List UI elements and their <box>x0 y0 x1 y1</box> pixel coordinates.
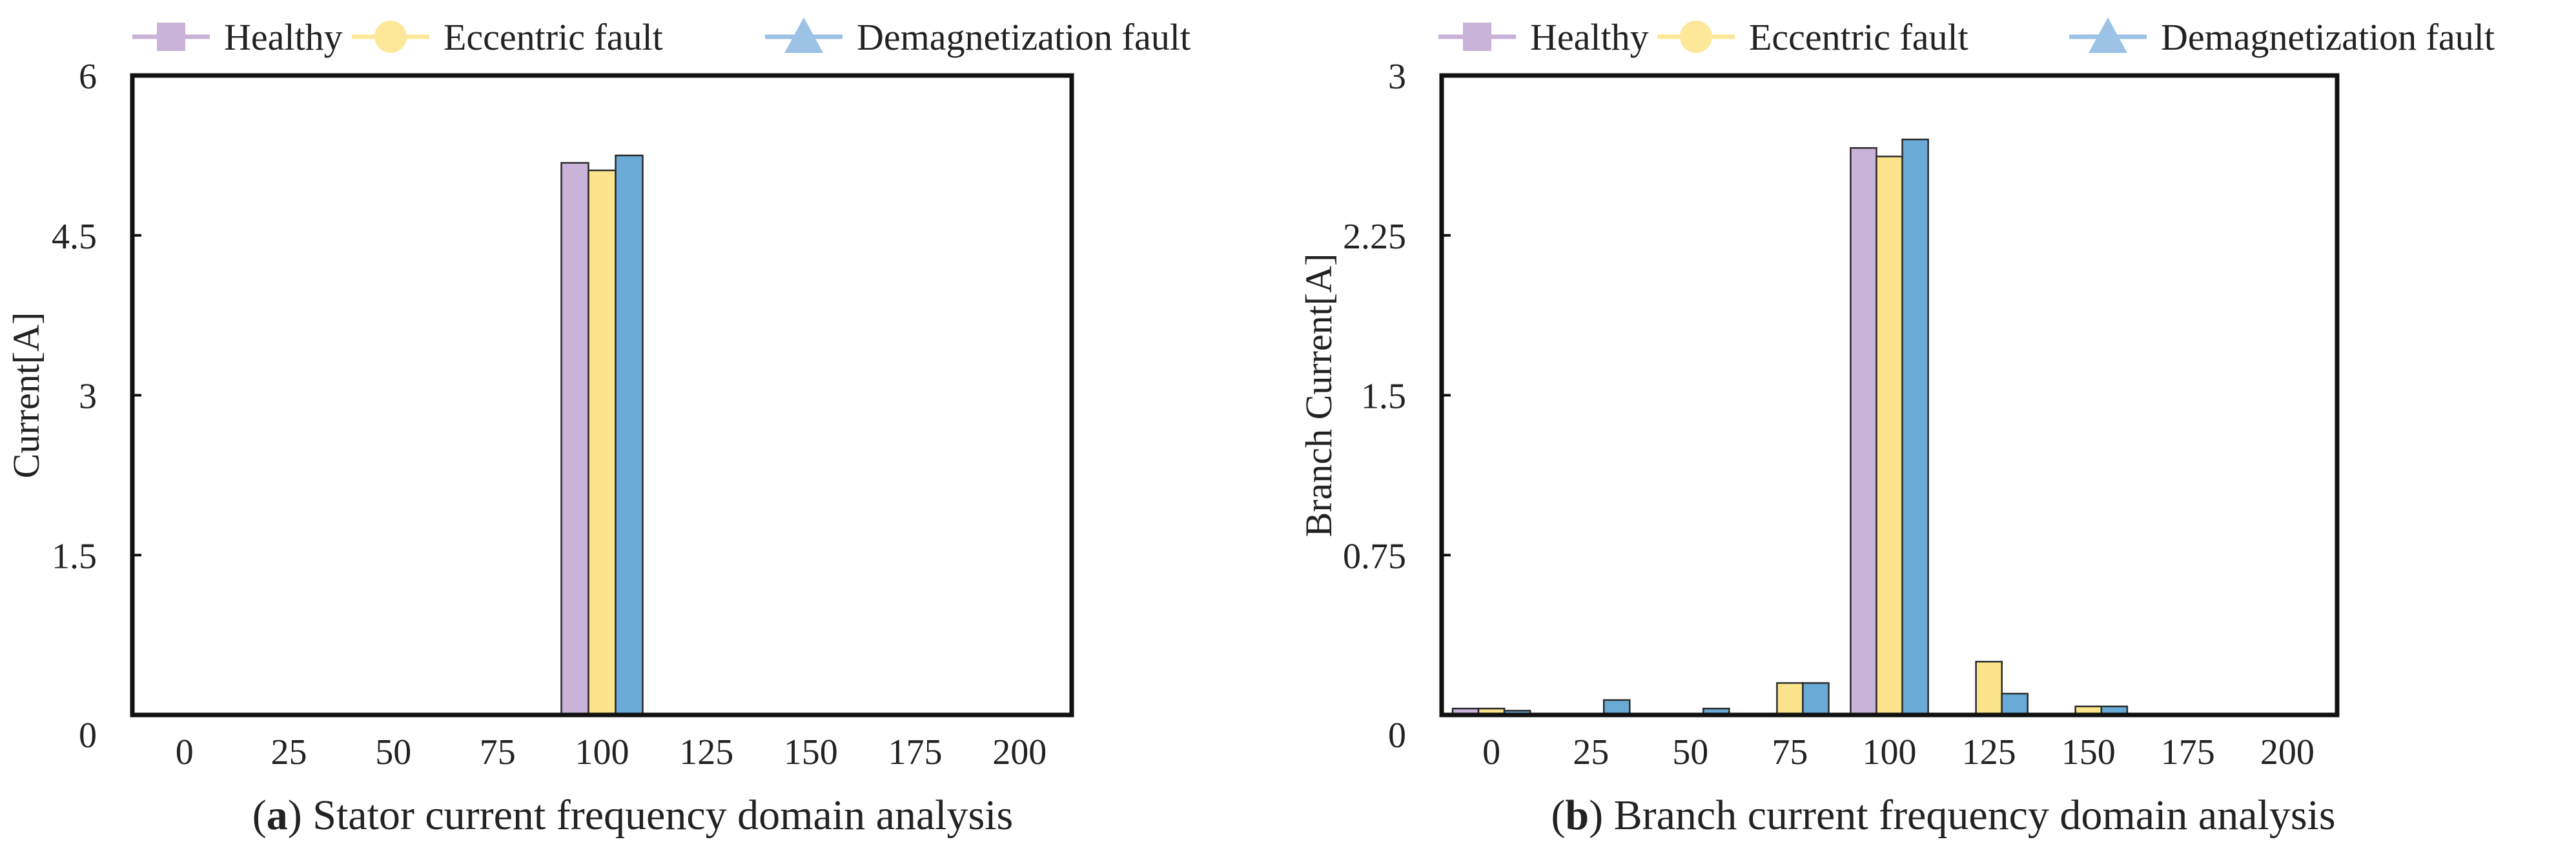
legend-label: Healthy <box>224 16 343 58</box>
y-axis-label: Current[A] <box>5 312 47 479</box>
bar-demagnetization-fault-125 <box>2001 692 2029 716</box>
chart-panel-b: 0 25 50 75 100 125 150 175 200 0 0.75 1.5 2.25 3 Branc… <box>1298 16 2495 839</box>
caption-paren-close: ) <box>288 792 302 839</box>
legend-item-demagnetization-fault: Demagnetization fault <box>2069 16 2495 58</box>
y-tick-label: 4.5 <box>52 217 97 257</box>
x-tick-label: 100 <box>575 732 629 772</box>
x-tick-label: 100 <box>1863 732 1917 772</box>
legend-square-marker <box>1463 23 1491 51</box>
legend-item-demagnetization-fault: Demagnetization fault <box>765 16 1191 58</box>
y-tick-label: 0 <box>1388 716 1406 756</box>
legend-square-marker <box>157 23 185 51</box>
x-tick-label: 200 <box>2260 732 2315 772</box>
y-tick-label: 1.5 <box>1361 377 1406 417</box>
bar-eccentric-fault-100 <box>588 169 617 716</box>
bar-healthy-100 <box>1850 147 1877 716</box>
legend-item-healthy: Healthy <box>132 16 343 58</box>
y-tick-label: 3 <box>1388 57 1406 97</box>
y-tick-label: 6 <box>79 57 97 97</box>
caption-text: Branch current frequency domain analysis <box>1603 792 2335 839</box>
x-tick-label: 150 <box>784 732 838 772</box>
y-tick-label: 0.75 <box>1343 536 1406 576</box>
x-tick-label: 175 <box>2161 732 2215 772</box>
x-tick-label: 50 <box>1672 732 1708 772</box>
legend: Healthy Eccentric fault Demagnetization fa… <box>132 16 1191 58</box>
y-tick-label: 1.5 <box>52 536 97 576</box>
x-tick-label: 0 <box>1482 732 1500 772</box>
legend-circle-marker <box>1680 21 1712 53</box>
bar-demagnetization-fault-75 <box>1802 682 1830 716</box>
caption-paren-open: ( <box>252 792 267 839</box>
x-tick-label: 50 <box>375 732 411 772</box>
legend-triangle-marker <box>784 17 823 53</box>
x-tick-label: 25 <box>1573 732 1609 772</box>
y-tick-label: 3 <box>79 377 97 417</box>
chart-panel-a: 0 25 50 75 100 125 150 175 200 0 1.5 3 4.5 6 Current[A… <box>5 16 1191 839</box>
caption-letter: b <box>1565 792 1589 839</box>
x-tick-label: 75 <box>480 732 516 772</box>
caption-letter: a <box>267 792 288 839</box>
legend-label: Healthy <box>1530 16 1649 58</box>
x-tick-label: 75 <box>1772 732 1808 772</box>
caption-text: Stator current frequency domain analysis <box>302 792 1013 839</box>
legend: Healthy Eccentric fault Demagnetization fa… <box>1438 16 2495 58</box>
panel-caption: (b) Branch current frequency domain anal… <box>1551 792 2335 839</box>
x-tick-label: 125 <box>679 732 733 772</box>
bar-demagnetization-fault-100 <box>1901 138 1929 716</box>
x-tick-label: 175 <box>888 732 943 772</box>
x-tick-label: 200 <box>992 732 1047 772</box>
legend-triangle-marker <box>2089 17 2127 53</box>
caption-paren-close: ) <box>1589 792 1603 839</box>
legend-label: Eccentric fault <box>444 16 663 58</box>
bar-eccentric-fault-125 <box>1975 661 2003 716</box>
bar-healthy-100 <box>560 162 589 716</box>
legend-item-healthy: Healthy <box>1438 16 1649 58</box>
bar-eccentric-fault-100 <box>1876 156 1903 716</box>
x-tick-label: 25 <box>271 732 307 772</box>
legend-item-eccentric-fault: Eccentric fault <box>1657 16 1968 58</box>
y-tick-label: 0 <box>79 716 97 756</box>
legend-circle-marker <box>374 21 407 53</box>
legend-item-eccentric-fault: Eccentric fault <box>352 16 663 58</box>
panel-caption: (a) Stator current frequency domain anal… <box>252 792 1013 839</box>
x-tick-label: 150 <box>2061 732 2116 772</box>
caption-paren-open: ( <box>1551 792 1565 839</box>
legend-label: Demagnetization fault <box>857 16 1191 58</box>
y-axis-label: Branch Current[A] <box>1298 254 1340 537</box>
y-tick-label: 2.25 <box>1343 217 1406 257</box>
x-tick-label: 125 <box>1962 732 2016 772</box>
x-tick-label: 0 <box>176 732 194 772</box>
bar-eccentric-fault-75 <box>1776 682 1804 716</box>
legend-label: Eccentric fault <box>1749 16 1968 58</box>
bar-demagnetization-fault-100 <box>615 154 644 716</box>
legend-label: Demagnetization fault <box>2161 16 2495 58</box>
